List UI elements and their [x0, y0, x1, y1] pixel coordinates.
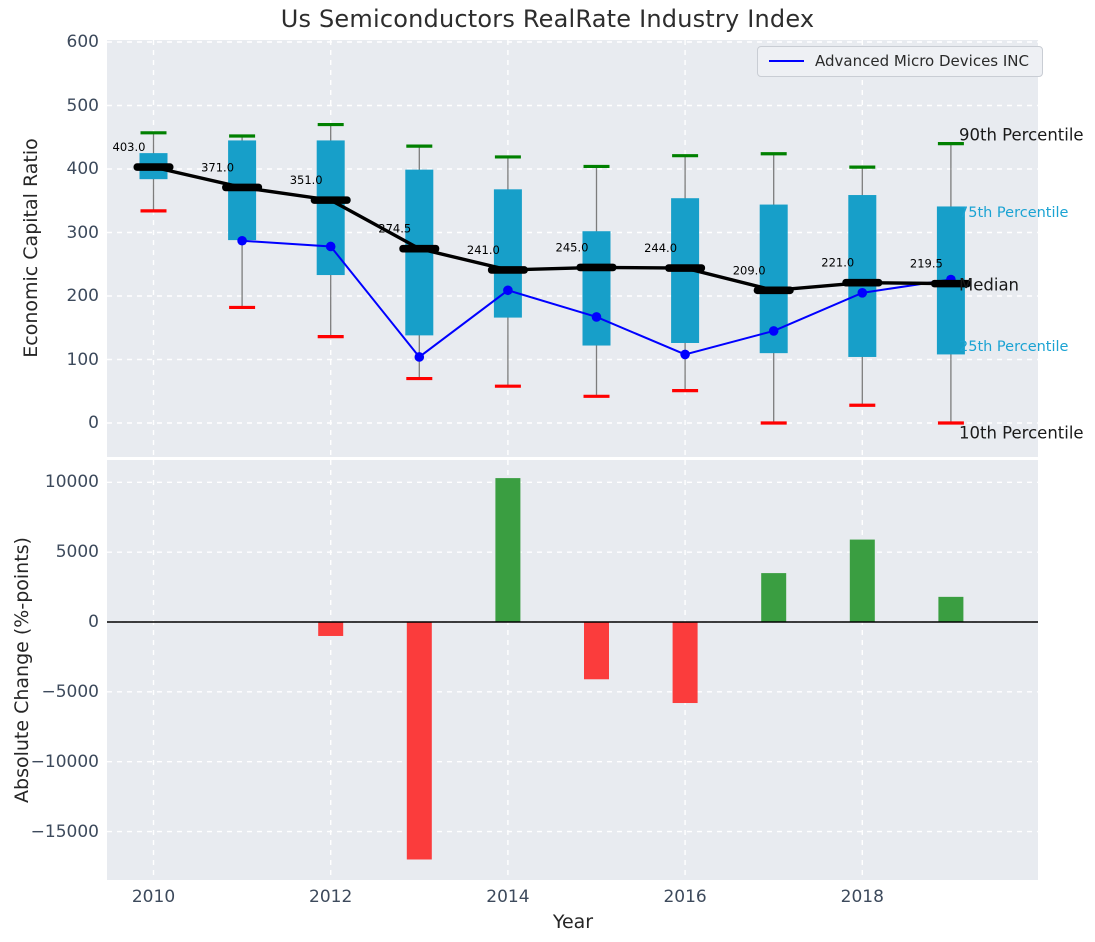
amd-marker-2017 — [768, 326, 779, 336]
median-bar-2013 — [399, 244, 440, 253]
x-tick-label: 2018 — [840, 887, 884, 907]
median-value-label-2016: 244.0 — [644, 241, 677, 255]
median-bar-2012 — [310, 196, 351, 204]
legend: Advanced Micro Devices INC — [757, 46, 1043, 77]
amd-marker-2018 — [857, 288, 868, 298]
bottom-y-tick-label: −15000 — [30, 821, 99, 842]
top-axes: 403.0 371.0 351.0 274.5 241.0 245.0 244.0 209.0… — [107, 40, 1038, 457]
bottom-y-tick-label: 0 — [88, 612, 99, 632]
top-y-tick-label: 500 — [66, 95, 99, 116]
median-bar-2019 — [930, 279, 971, 288]
top-y-tick-label: 600 — [66, 32, 99, 52]
median-bar-2018 — [842, 278, 883, 287]
median-bar-2016 — [665, 264, 706, 272]
change-bar-2016 — [672, 622, 698, 704]
median-value-label-2019: 219.5 — [910, 257, 943, 271]
x-tick-label: 2010 — [131, 887, 176, 907]
iqr-box-2012 — [316, 140, 345, 276]
median-bar-2015 — [576, 263, 617, 272]
bottom-axes — [107, 460, 1038, 880]
median-value-label-2012: 351.0 — [290, 173, 323, 187]
change-bar-2014 — [495, 478, 521, 622]
amd-marker-2012 — [325, 241, 336, 252]
median-value-label-2011: 371.0 — [201, 160, 234, 174]
top-y-axis-label: Economic Capital Ratio — [20, 138, 42, 358]
legend-label: Advanced Micro Devices INC — [815, 52, 1029, 70]
bottom-plot-canvas — [107, 460, 1038, 880]
change-bar-2012 — [318, 622, 344, 636]
legend-line-icon — [769, 60, 804, 62]
amd-marker-2013 — [414, 352, 425, 362]
median-value-label-2010: 403.0 — [113, 140, 146, 154]
median-value-label-2015: 245.0 — [556, 240, 589, 254]
median-value-label-2013: 274.5 — [378, 222, 411, 236]
top-y-tick-label: 400 — [66, 159, 99, 179]
x-axis-label: Year — [552, 911, 594, 933]
bottom-y-tick-label: 10000 — [44, 472, 99, 493]
top-y-tick-label: 300 — [66, 222, 99, 243]
change-bar-2018 — [849, 539, 875, 622]
x-tick-label: 2014 — [486, 887, 530, 907]
median-bar-2010 — [133, 163, 174, 171]
change-bar-2017 — [761, 573, 787, 622]
top-y-tick-label: 100 — [66, 349, 99, 370]
bottom-y-tick-label: 5000 — [55, 542, 99, 563]
amd-marker-2015 — [591, 312, 602, 322]
median-value-label-2017: 209.0 — [733, 263, 766, 277]
percentile-annotation-25th-percentile: 25th Percentile — [959, 339, 1069, 356]
percentile-annotation-median: Median — [959, 275, 1020, 295]
median-bar-2011 — [222, 183, 263, 192]
change-bar-2019 — [938, 596, 964, 622]
change-bar-2015 — [584, 622, 609, 680]
bottom-y-tick-label: −5000 — [41, 681, 99, 702]
top-plot-canvas: 403.0 371.0 351.0 274.5 241.0 245.0 244.0 209.0… — [107, 40, 1038, 457]
bottom-y-tick-label: −10000 — [30, 751, 99, 772]
top-y-tick-label: 200 — [66, 286, 99, 306]
median-line — [153, 165, 951, 293]
chart-title: Us Semiconductors RealRate Industry Inde… — [280, 5, 815, 33]
percentile-annotation-75th-percentile: 75th Percentile — [959, 205, 1069, 222]
percentile-annotation-10th-percentile: 10th Percentile — [959, 423, 1084, 443]
amd-marker-2016 — [680, 349, 690, 360]
median-bar-2017 — [753, 286, 794, 295]
top-y-tick-label: 0 — [88, 413, 99, 433]
iqr-box-2018 — [848, 195, 877, 357]
x-tick-label: 2012 — [309, 887, 353, 907]
percentile-annotation-90th-percentile: 90th Percentile — [959, 125, 1084, 145]
median-value-label-2014: 241.0 — [467, 243, 500, 257]
iqr-box-2015 — [582, 231, 611, 346]
median-value-label-2018: 221.0 — [821, 256, 854, 270]
amd-marker-2014 — [503, 285, 513, 296]
median-bar-2014 — [487, 266, 528, 274]
change-bar-2013 — [406, 622, 432, 860]
amd-marker-2011 — [237, 235, 247, 246]
x-tick-label: 2016 — [663, 887, 707, 907]
